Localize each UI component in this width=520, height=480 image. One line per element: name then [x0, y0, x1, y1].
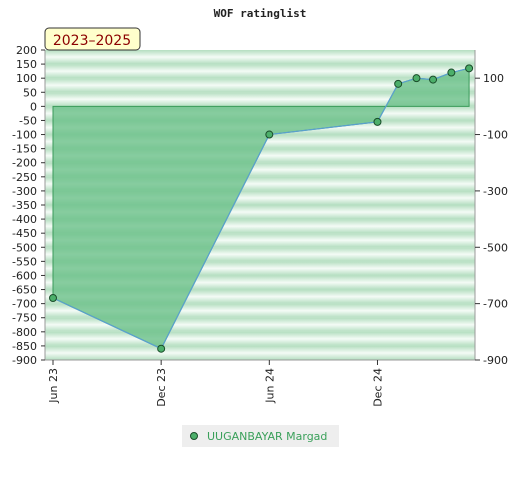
y-tick-label: -100 — [12, 129, 37, 142]
data-point — [373, 117, 382, 126]
legend-marker — [190, 432, 198, 440]
y-tick-label: -500 — [12, 241, 37, 254]
grid-band — [45, 50, 475, 65]
y-right-tick-label: -700 — [483, 298, 508, 311]
x-tick-label: Jun 24 — [263, 368, 276, 404]
y-right-tick-label: 100 — [483, 72, 504, 85]
y-tick-label: -550 — [12, 255, 37, 268]
y-right-tick-label: -900 — [483, 354, 508, 367]
x-tick-label: Dec 24 — [371, 368, 384, 407]
y-tick-label: -850 — [12, 340, 37, 353]
grid-band — [45, 64, 475, 79]
chart-title: WOF ratinglist — [214, 7, 307, 20]
data-point — [465, 64, 474, 73]
y-right-tick-label: -500 — [483, 241, 508, 254]
y-tick-label: -450 — [12, 227, 37, 240]
y-tick-label: 50 — [23, 86, 37, 99]
grid-band — [45, 78, 475, 93]
y-tick-label: -200 — [12, 157, 37, 170]
badge-label: 2023–2025 — [53, 33, 131, 49]
y-tick-label: -700 — [12, 298, 37, 311]
data-point — [412, 74, 421, 83]
grid-band — [45, 92, 475, 107]
data-point — [157, 344, 166, 353]
data-point — [394, 79, 403, 88]
y-tick-label: -50 — [19, 114, 37, 127]
y-tick-label: 200 — [16, 44, 37, 57]
y-tick-label: -150 — [12, 143, 37, 156]
data-point — [265, 130, 274, 139]
data-point — [429, 75, 438, 84]
y-tick-label: -800 — [12, 326, 37, 339]
y-tick-label: 100 — [16, 72, 37, 85]
y-axis-right: 100 -100 -300 -500 -700 -900 — [475, 72, 508, 367]
y-tick-label: -350 — [12, 199, 37, 212]
y-tick-label: -650 — [12, 284, 37, 297]
x-axis: Jun 23 Dec 23 Jun 24 Dec 24 — [47, 360, 384, 407]
y-right-tick-label: -300 — [483, 185, 508, 198]
y-right-tick-label: -100 — [483, 129, 508, 142]
x-tick-label: Dec 23 — [155, 368, 168, 407]
y-tick-label: 150 — [16, 58, 37, 71]
data-markers — [49, 64, 474, 353]
y-tick-label: -750 — [12, 312, 37, 325]
grid-band — [45, 331, 475, 346]
y-tick-label: -600 — [12, 269, 37, 282]
y-tick-label: -400 — [12, 213, 37, 226]
grid-band — [45, 345, 475, 360]
x-tick-label: Jun 23 — [47, 368, 60, 404]
y-tick-label: 0 — [30, 100, 37, 113]
legend-series-label: UUGANBAYAR Margad — [207, 430, 327, 443]
y-tick-label: -900 — [12, 354, 37, 367]
y-tick-label: -250 — [12, 171, 37, 184]
data-point — [447, 68, 456, 77]
y-tick-label: -300 — [12, 185, 37, 198]
legend: UUGANBAYAR Margad — [182, 425, 339, 447]
year-range-badge: 2023–2025 — [44, 27, 141, 51]
data-point — [49, 294, 57, 302]
badge-box — [44, 27, 141, 51]
y-axis-left: 200150100500-50-100-150-200-250-300-350-… — [12, 44, 45, 367]
legend-box — [182, 425, 339, 447]
